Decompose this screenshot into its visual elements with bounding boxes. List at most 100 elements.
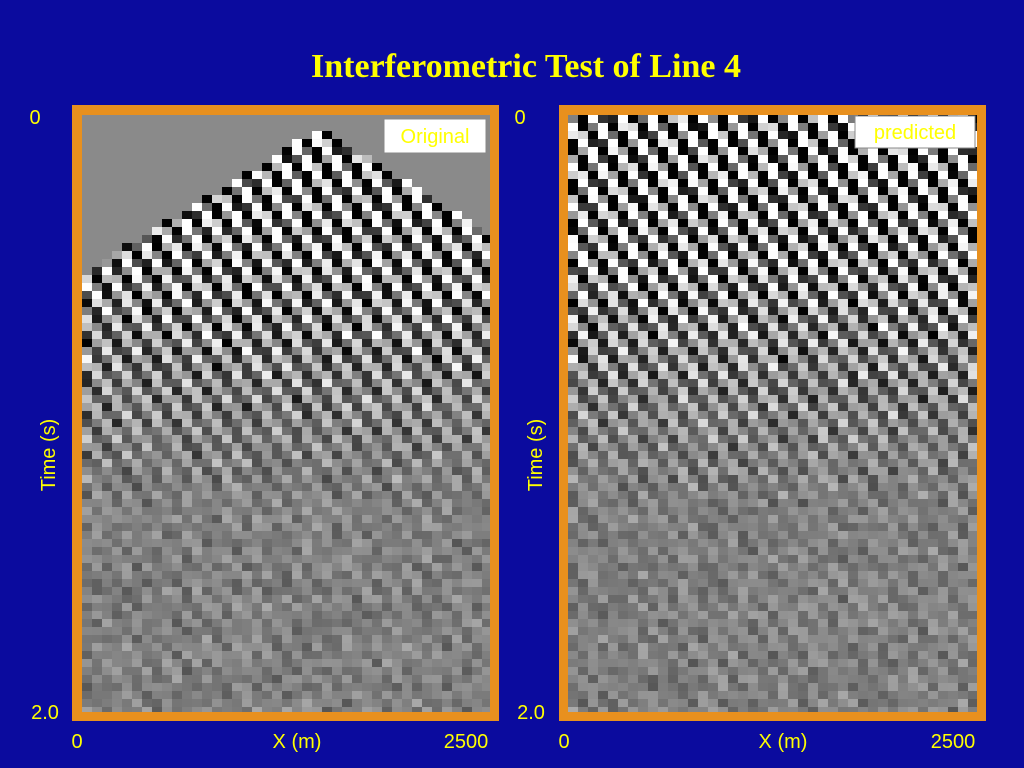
texture-cell bbox=[898, 243, 908, 251]
texture-cell bbox=[888, 355, 898, 363]
texture-cell bbox=[738, 283, 748, 291]
texture-cell bbox=[818, 387, 828, 395]
texture-cell bbox=[608, 179, 618, 187]
texture-cell bbox=[588, 395, 598, 403]
texture-cell bbox=[678, 451, 688, 459]
texture-cell bbox=[678, 379, 688, 387]
texture-cell bbox=[748, 155, 758, 163]
texture-cell bbox=[748, 139, 758, 147]
texture-cell bbox=[332, 483, 342, 491]
texture-cell bbox=[598, 227, 608, 235]
texture-cell bbox=[162, 251, 172, 259]
texture-cell bbox=[718, 411, 728, 419]
texture-cell bbox=[948, 163, 958, 171]
texture-cell bbox=[838, 323, 848, 331]
texture-cell bbox=[122, 347, 132, 355]
texture-cell bbox=[422, 547, 432, 555]
texture-cell bbox=[968, 467, 977, 475]
texture-cell bbox=[242, 563, 252, 571]
texture-cell bbox=[282, 243, 292, 251]
texture-cell bbox=[588, 379, 598, 387]
texture-cell bbox=[698, 347, 708, 355]
texture-cell bbox=[372, 619, 382, 627]
texture-cell bbox=[312, 451, 322, 459]
texture-cell bbox=[858, 387, 868, 395]
texture-cell bbox=[858, 299, 868, 307]
texture-cell bbox=[928, 475, 938, 483]
texture-cell bbox=[82, 579, 92, 587]
texture-cell bbox=[898, 259, 908, 267]
texture-cell bbox=[132, 611, 142, 619]
texture-cell bbox=[202, 603, 212, 611]
texture-cell bbox=[878, 347, 888, 355]
texture-cell bbox=[688, 427, 698, 435]
texture-cell bbox=[718, 171, 728, 179]
texture-cell bbox=[412, 331, 422, 339]
texture-cell bbox=[808, 467, 818, 475]
texture-cell bbox=[272, 643, 282, 651]
texture-cell bbox=[332, 667, 342, 675]
texture-cell bbox=[798, 555, 808, 563]
texture-cell bbox=[342, 299, 352, 307]
texture-cell bbox=[482, 659, 490, 667]
texture-cell bbox=[778, 379, 788, 387]
texture-cell bbox=[262, 563, 272, 571]
texture-cell bbox=[192, 291, 202, 299]
texture-cell bbox=[352, 635, 362, 643]
texture-cell bbox=[938, 451, 948, 459]
texture-cell bbox=[878, 547, 888, 555]
texture-cell bbox=[352, 539, 362, 547]
texture-cell bbox=[848, 219, 858, 227]
texture-cell bbox=[598, 275, 608, 283]
texture-cell bbox=[618, 379, 628, 387]
texture-cell bbox=[848, 187, 858, 195]
texture-cell bbox=[462, 275, 472, 283]
texture-cell bbox=[292, 163, 302, 171]
texture-cell bbox=[82, 403, 92, 411]
texture-cell bbox=[718, 379, 728, 387]
texture-cell bbox=[122, 467, 132, 475]
texture-cell bbox=[402, 595, 412, 603]
texture-cell bbox=[482, 563, 490, 571]
texture-cell bbox=[708, 147, 718, 155]
texture-cell bbox=[312, 259, 322, 267]
texture-cell bbox=[182, 363, 192, 371]
texture-cell bbox=[212, 219, 222, 227]
texture-cell bbox=[182, 475, 192, 483]
texture-cell bbox=[182, 299, 192, 307]
texture-cell bbox=[332, 427, 342, 435]
texture-cell bbox=[868, 531, 878, 539]
texture-cell bbox=[738, 539, 748, 547]
texture-cell bbox=[102, 331, 112, 339]
texture-cell bbox=[472, 523, 482, 531]
texture-cell bbox=[292, 267, 302, 275]
texture-cell bbox=[878, 371, 888, 379]
texture-cell bbox=[452, 451, 462, 459]
texture-cell bbox=[718, 275, 728, 283]
texture-cell bbox=[282, 635, 292, 643]
texture-cell bbox=[708, 155, 718, 163]
texture-cell bbox=[878, 179, 888, 187]
texture-cell bbox=[968, 235, 977, 243]
texture-cell bbox=[858, 203, 868, 211]
texture-cell bbox=[432, 571, 442, 579]
texture-cell bbox=[242, 459, 252, 467]
texture-cell bbox=[678, 563, 688, 571]
texture-cell bbox=[788, 435, 798, 443]
texture-cell bbox=[382, 227, 392, 235]
texture-cell bbox=[948, 331, 958, 339]
texture-cell bbox=[102, 531, 112, 539]
texture-cell bbox=[908, 307, 918, 315]
texture-cell bbox=[828, 299, 838, 307]
texture-cell bbox=[798, 235, 808, 243]
texture-cell bbox=[778, 187, 788, 195]
texture-cell bbox=[718, 131, 728, 139]
texture-cell bbox=[668, 115, 678, 123]
texture-cell bbox=[102, 459, 112, 467]
texture-cell bbox=[678, 491, 688, 499]
texture-cell bbox=[112, 539, 122, 547]
texture-cell bbox=[302, 379, 312, 387]
texture-cell bbox=[678, 211, 688, 219]
texture-cell bbox=[728, 379, 738, 387]
texture-cell bbox=[598, 291, 608, 299]
